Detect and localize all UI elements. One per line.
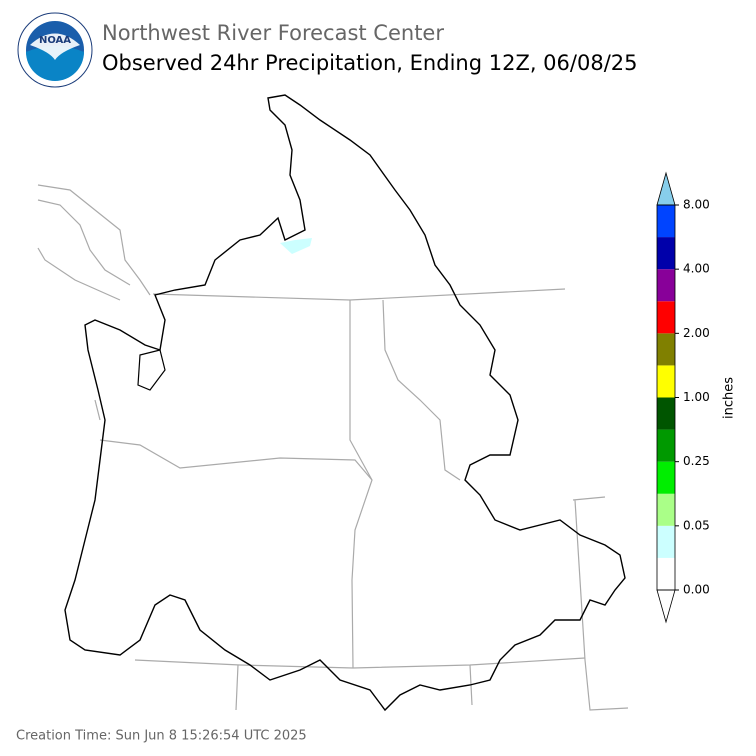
org-name: Northwest River Forecast Center [102,21,444,45]
colorbar: 0.00 0.05 0.25 1.00 2.00 4.00 8.00 [656,171,710,624]
colorbar-box [657,525,675,558]
colorbar-label: inches [722,377,737,419]
logo: NOAA [17,12,93,88]
colorbar-box [657,397,675,430]
colorbar-box [657,301,675,334]
colorbar-box [657,461,675,494]
colorbar-box [657,269,675,302]
colorbar-tick-label: 8.00 [683,198,710,212]
colorbar-box [657,237,675,270]
colorbar-box [657,557,675,590]
precip-area [280,238,312,254]
colorbar-tick-label: 0.00 [683,583,710,597]
colorbar-box [657,205,675,238]
colorbar-box [657,429,675,462]
colorbar-under [656,589,676,624]
colorbar-tick-label: 0.25 [683,454,710,468]
map-title: Observed 24hr Precipitation, Ending 12Z,… [102,51,638,75]
basin-outline [64,94,626,712]
colorbar-tick-label: 1.00 [683,390,710,404]
borders [37,184,629,711]
colorbar-tick-label: 2.00 [683,326,710,340]
puget-sound [137,349,166,391]
colorbar-tick-label: 0.05 [683,518,710,532]
colorbar-tick-label: 4.00 [683,262,710,276]
logo-text: NOAA [39,35,71,46]
colorbar-box [657,333,675,366]
colorbar-over [656,171,676,206]
colorbar-box [657,365,675,398]
creation-time: Creation Time: Sun Jun 8 15:26:54 UTC 20… [16,729,307,744]
colorbar-box [657,493,675,526]
